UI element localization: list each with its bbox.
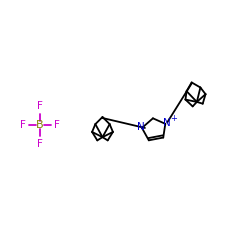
Text: +: + [170, 114, 177, 123]
Text: F: F [20, 120, 26, 130]
Text: N: N [136, 122, 144, 132]
Text: N: N [163, 118, 171, 128]
Text: F: F [54, 120, 60, 130]
Text: F: F [37, 101, 43, 111]
Text: B: B [36, 120, 44, 130]
Text: F: F [37, 139, 43, 149]
